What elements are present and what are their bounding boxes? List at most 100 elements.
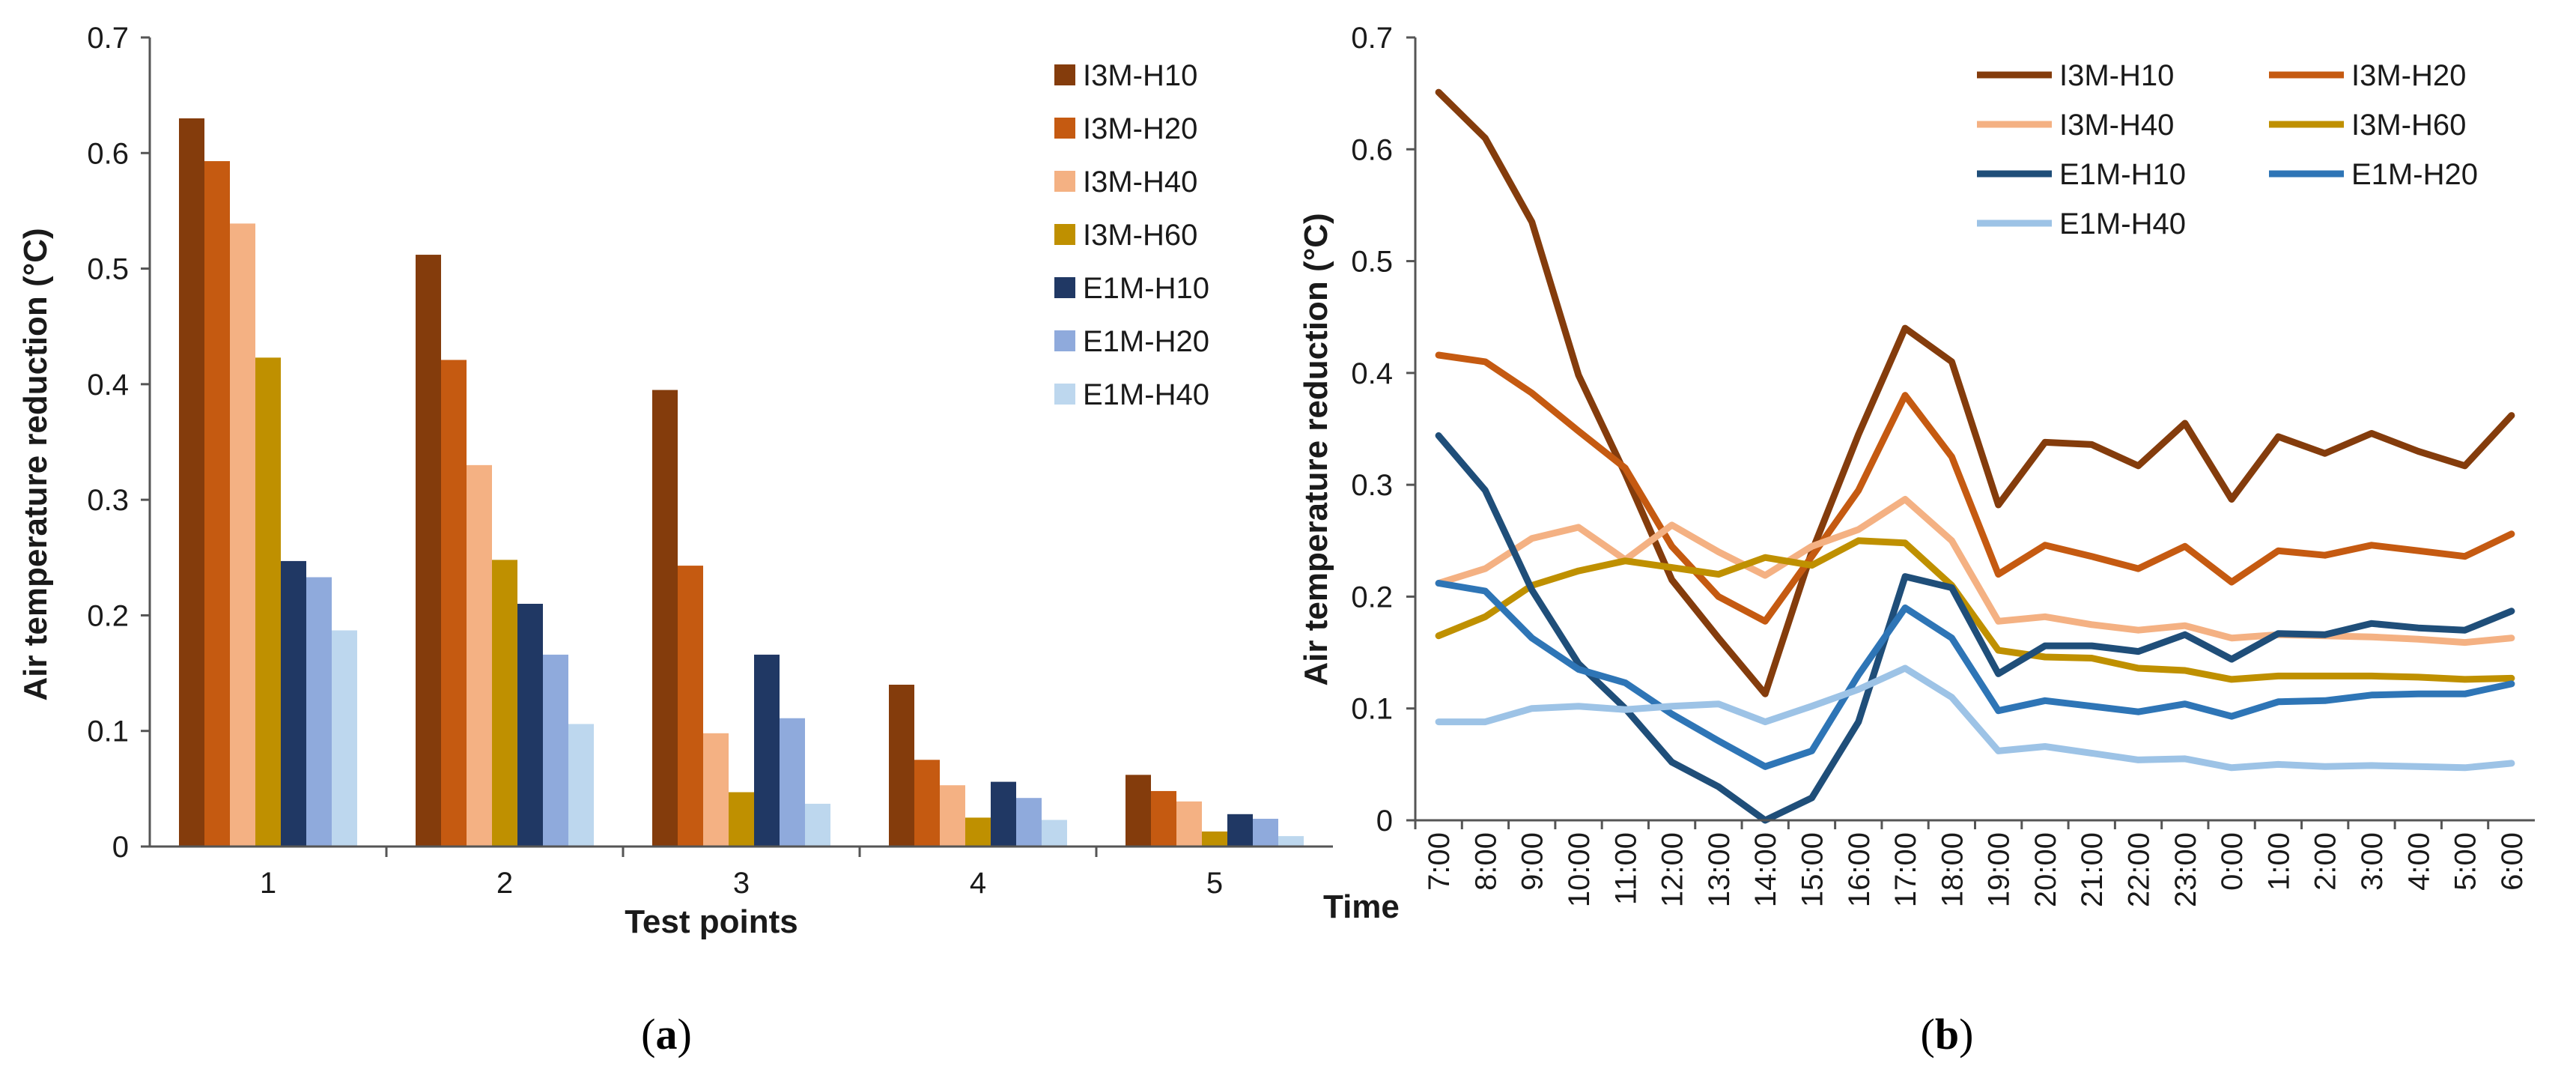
- x-tick-label: 9:00: [1516, 832, 1549, 891]
- x-tick-label: 8:00: [1469, 832, 1502, 891]
- bar-e1m-h20-point-4: [1016, 798, 1042, 847]
- legend-swatch: [1054, 330, 1075, 351]
- legend-swatch: [1054, 277, 1075, 298]
- legend-b: I3M-H10 I3M-H20 I3M-H40 I3M-H60 E1M-H10 E1M-H…: [1977, 59, 2478, 240]
- bar-i3m-h10-point-1: [179, 118, 204, 847]
- line-i3m-h10: [1435, 88, 2515, 697]
- caption-a: (a): [641, 1010, 692, 1059]
- x-tick-label: 5: [1206, 867, 1223, 900]
- bar-i3m-h10-point-5: [1126, 775, 1151, 847]
- bar-e1m-h10-point-5: [1227, 814, 1253, 847]
- y-tick-labels-a: 0 0.1 0.2 0.3 0.4 0.5 0.6 0.7: [87, 22, 129, 864]
- bar-e1m-h20-point-1: [306, 577, 332, 847]
- y-tick-label: 0.5: [87, 253, 129, 286]
- x-tick-label: 18:00: [1936, 832, 1969, 907]
- bar-i3m-h20-point-1: [204, 161, 230, 847]
- legend-swatch: [1054, 171, 1075, 192]
- y-axis-title-b: Air temperature reduction (°C): [1298, 213, 1334, 685]
- axis-tick-marks-b: [1406, 36, 2490, 829]
- y-tick-label: 0.6: [87, 137, 129, 170]
- x-tick-label: 16:00: [1843, 832, 1876, 907]
- x-tick-label: 3: [733, 867, 750, 900]
- legend-label: E1M-H20: [1083, 325, 1209, 358]
- x-tick-label: 11:00: [1609, 832, 1642, 905]
- line-chart-b: Air temperature reduction (°C) Time 0 0.1…: [1298, 22, 2535, 925]
- y-tick-label: 0.2: [1351, 581, 1393, 614]
- bar-i3m-h10-point-2: [416, 255, 441, 847]
- legend-label: E1M-H20: [2351, 158, 2478, 191]
- y-tick-label: 0.7: [87, 22, 129, 55]
- bar-i3m-h60-point-1: [255, 357, 281, 847]
- x-tick-label: 4:00: [2402, 832, 2435, 891]
- bar-i3m-h60-point-2: [492, 560, 517, 847]
- x-tick-label: 13:00: [1703, 832, 1736, 907]
- bar-i3m-h60-point-3: [729, 792, 754, 847]
- bar-e1m-h40-point-2: [568, 724, 594, 847]
- x-tick-label: 7:00: [1423, 832, 1456, 891]
- bar-i3m-h40-point-2: [467, 464, 492, 847]
- legend-label: I3M-H20: [1083, 112, 1197, 145]
- legend-a: I3M-H10 I3M-H20 I3M-H40 I3M-H60 E1M-H10 E1M-H…: [1054, 59, 1209, 411]
- legend-label: I3M-H40: [1083, 166, 1197, 199]
- y-tick-label: 0.4: [1351, 357, 1393, 390]
- x-axis-title-b: Time: [1323, 888, 1400, 925]
- x-tick-label: 1:00: [2262, 832, 2295, 891]
- bar-i3m-h40-point-1: [230, 223, 255, 847]
- x-tick-labels-a: 1 2 3 4 5: [260, 867, 1223, 900]
- bar-i3m-h40-point-3: [703, 733, 729, 847]
- y-tick-label: 0.3: [1351, 469, 1393, 502]
- legend-label: I3M-H20: [2351, 59, 2466, 92]
- bar-e1m-h10-point-1: [281, 560, 306, 847]
- legend-label: E1M-H40: [1083, 378, 1209, 411]
- bar-e1m-h10-point-4: [991, 781, 1016, 847]
- x-tick-label: 17:00: [1889, 832, 1922, 907]
- y-tick-label: 0.1: [87, 715, 129, 748]
- legend-label: E1M-H10: [2059, 158, 2186, 191]
- x-tick-label: 1: [260, 867, 276, 900]
- caption-a-letter: a: [656, 1010, 678, 1059]
- x-axis-title-a: Test points: [625, 903, 798, 940]
- x-tick-label: 22:00: [2123, 832, 2156, 907]
- series-lines-b: [1435, 88, 2515, 824]
- legend-label: I3M-H10: [1083, 59, 1197, 92]
- legend-label: E1M-H10: [1083, 272, 1209, 305]
- axis-tick-marks-a: [141, 36, 1098, 857]
- line-i3m-h60: [1435, 537, 2515, 683]
- x-tick-label: 21:00: [2076, 832, 2109, 907]
- x-tick-label: 2:00: [2309, 832, 2342, 891]
- x-tick-label: 14:00: [1749, 832, 1782, 907]
- y-tick-label: 0.1: [1351, 693, 1393, 726]
- y-tick-label: 0: [112, 831, 129, 864]
- x-tick-label: 2: [496, 867, 513, 900]
- bar-i3m-h20-point-4: [914, 760, 940, 847]
- bar-i3m-h60-point-4: [965, 817, 991, 847]
- x-tick-label: 4: [970, 867, 986, 900]
- line-e1m-h40: [1435, 664, 2515, 772]
- caption-b-letter: b: [1935, 1010, 1959, 1059]
- bar-e1m-h10-point-3: [754, 654, 780, 847]
- bar-i3m-h10-point-3: [652, 390, 678, 847]
- y-tick-label: 0.6: [1351, 133, 1393, 166]
- y-tick-label: 0.4: [87, 369, 129, 402]
- y-tick-label: 0.5: [1351, 246, 1393, 279]
- y-tick-label: 0: [1376, 805, 1393, 838]
- x-tick-label: 19:00: [1983, 832, 2016, 907]
- bar-e1m-h20-point-3: [780, 718, 805, 847]
- line-i3m-h20: [1435, 351, 2515, 625]
- x-tick-label: 20:00: [2029, 832, 2062, 907]
- bar-e1m-h10-point-2: [517, 604, 543, 847]
- x-tick-label: 6:00: [2496, 832, 2529, 891]
- x-tick-label: 23:00: [2169, 832, 2202, 907]
- legend-swatch: [1054, 118, 1075, 139]
- legend-swatch: [1054, 224, 1075, 245]
- legend-label: I3M-H60: [2351, 109, 2466, 142]
- bar-e1m-h40-point-1: [332, 630, 357, 847]
- legend-label: I3M-H60: [1083, 219, 1197, 252]
- bars-a: [179, 118, 1304, 847]
- y-axis-title-a: Air temperature reduction (°C): [17, 228, 54, 700]
- bar-e1m-h40-point-3: [805, 803, 830, 847]
- legend-swatch: [1054, 384, 1075, 405]
- x-tick-labels-b: 7:00 8:00 9:00 10:00 11:00 12:00 13:00 14:00 15:…: [1423, 832, 2529, 907]
- bar-e1m-h20-point-2: [543, 654, 568, 847]
